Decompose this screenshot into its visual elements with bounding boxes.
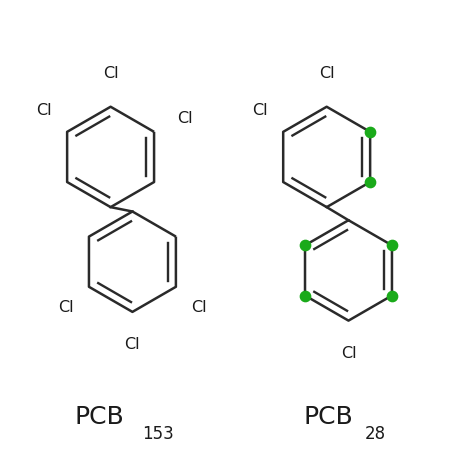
Text: Cl: Cl (252, 104, 267, 118)
Text: 28: 28 (365, 424, 386, 442)
Point (301, 242, 309, 249)
Text: Cl: Cl (341, 346, 356, 361)
Text: PCB: PCB (304, 405, 354, 429)
Point (367, 128, 374, 135)
Point (367, 179, 374, 186)
Text: Cl: Cl (58, 300, 73, 315)
Text: 153: 153 (142, 424, 174, 442)
Point (388, 292, 396, 299)
Text: Cl: Cl (191, 300, 207, 315)
Text: Cl: Cl (178, 111, 193, 126)
Point (301, 292, 309, 299)
Point (388, 242, 396, 249)
Text: Cl: Cl (103, 67, 118, 81)
Text: Cl: Cl (125, 337, 140, 352)
Text: Cl: Cl (36, 104, 52, 118)
Text: Cl: Cl (319, 67, 335, 81)
Text: PCB: PCB (75, 405, 125, 429)
